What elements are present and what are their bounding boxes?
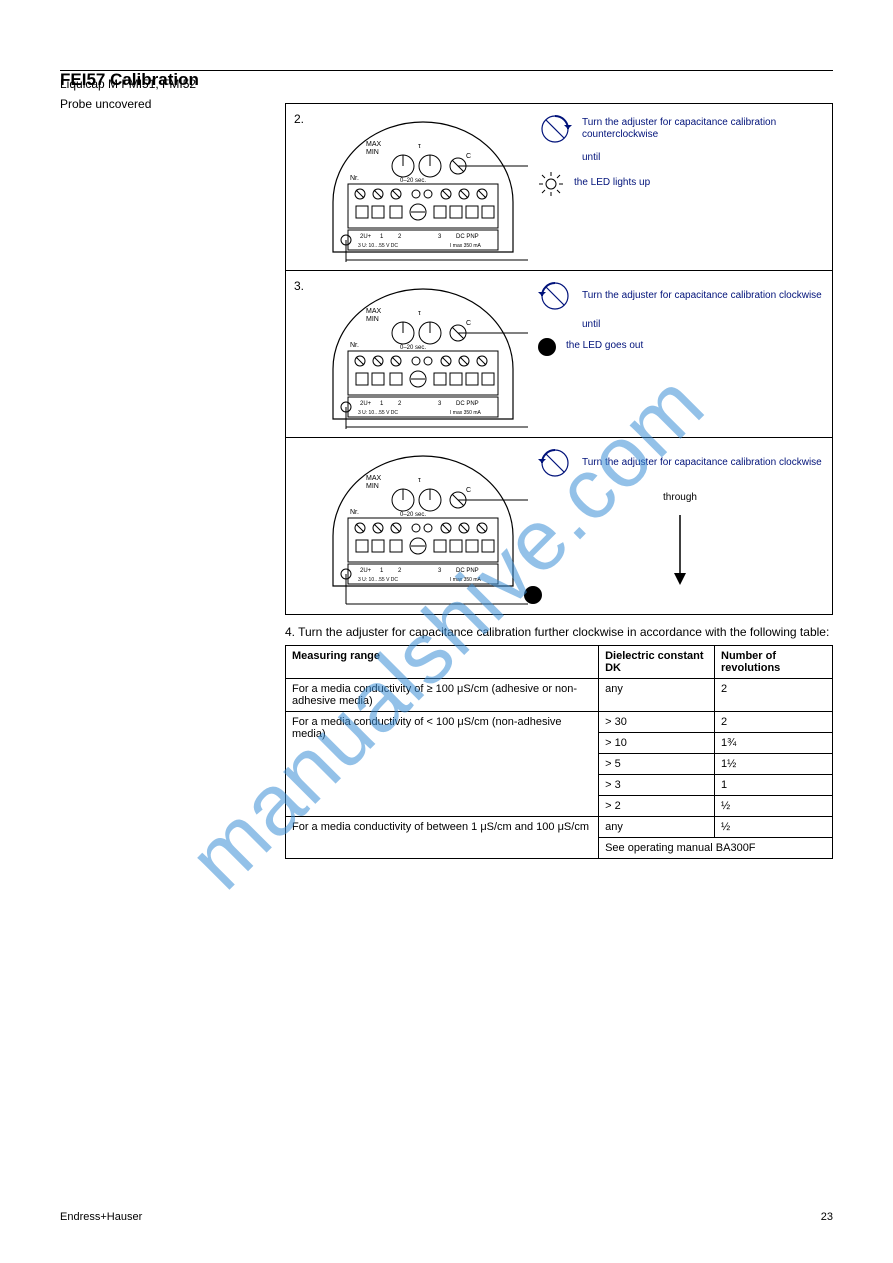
table-cell: ½ bbox=[715, 817, 833, 838]
svg-text:1: 1 bbox=[380, 568, 384, 574]
svg-text:2U+: 2U+ bbox=[360, 401, 372, 407]
svg-text:1: 1 bbox=[380, 234, 384, 240]
rotate-ccw-icon bbox=[538, 112, 572, 146]
rotate-cw-icon bbox=[538, 279, 572, 313]
table-cell: 1½ bbox=[715, 754, 833, 775]
table-cell: any bbox=[599, 817, 715, 838]
svg-text:τ: τ bbox=[418, 143, 421, 150]
svg-text:I max 350 mA: I max 350 mA bbox=[450, 243, 482, 249]
svg-text:2: 2 bbox=[398, 234, 402, 240]
table-cell: 1¾ bbox=[715, 733, 833, 754]
svg-text:τ: τ bbox=[418, 477, 421, 484]
device-diagram: MIN MAX τ 0–20 sec. C Nr. 2U+ 1 2 3 DC P… bbox=[318, 112, 528, 262]
steps-panel: 2. bbox=[285, 103, 833, 615]
footer-left: Endress+Hauser bbox=[60, 1211, 142, 1223]
step-3-instruction: Turn the adjuster for capacitance calibr… bbox=[582, 290, 822, 303]
calibration-table: Measuring range Dielectric constant DK N… bbox=[285, 645, 833, 859]
table-cell: 2 bbox=[715, 679, 833, 712]
arrow-down-icon bbox=[670, 515, 690, 585]
step-2-until: until bbox=[582, 152, 600, 165]
svg-text:3 U: 10…55 V DC: 3 U: 10…55 V DC bbox=[358, 410, 398, 416]
step-2-led: the LED lights up bbox=[574, 177, 650, 190]
svg-text:0–20 sec.: 0–20 sec. bbox=[400, 345, 426, 351]
svg-text:2U+: 2U+ bbox=[360, 234, 372, 240]
svg-text:3: 3 bbox=[438, 401, 442, 407]
table-cell: 1 bbox=[715, 775, 833, 796]
svg-text:τ: τ bbox=[418, 310, 421, 317]
svg-text:MAX: MAX bbox=[366, 475, 382, 482]
svg-text:0–20 sec.: 0–20 sec. bbox=[400, 178, 426, 184]
step-3-num: 3. bbox=[294, 279, 308, 293]
svg-text:Nr.: Nr. bbox=[350, 509, 359, 516]
svg-text:C: C bbox=[466, 153, 471, 160]
svg-text:3 U: 10…55 V DC: 3 U: 10…55 V DC bbox=[358, 577, 398, 583]
step-4-through: through bbox=[663, 492, 697, 505]
svg-text:MIN: MIN bbox=[366, 316, 379, 323]
led-on-icon bbox=[538, 171, 564, 197]
step-3-led: the LED goes out bbox=[566, 340, 643, 353]
svg-text:2: 2 bbox=[398, 401, 402, 407]
svg-text:C: C bbox=[466, 320, 471, 327]
table-cell: > 5 bbox=[599, 754, 715, 775]
svg-text:1: 1 bbox=[380, 401, 384, 407]
svg-text:0–20 sec.: 0–20 sec. bbox=[400, 512, 426, 518]
footer-page-number: 23 bbox=[821, 1211, 833, 1223]
table-cell: > 10 bbox=[599, 733, 715, 754]
step-2-num: 2. bbox=[294, 112, 308, 126]
table-cell: For a media conductivity of < 100 μS/cm … bbox=[286, 712, 599, 817]
svg-text:3: 3 bbox=[438, 234, 442, 240]
table-cell: > 2 bbox=[599, 796, 715, 817]
table-cell: ½ bbox=[715, 796, 833, 817]
step-4-instruction: Turn the adjuster for capacitance calibr… bbox=[582, 457, 822, 470]
table-cell: 2 bbox=[715, 712, 833, 733]
svg-text:MAX: MAX bbox=[366, 308, 382, 315]
svg-text:3: 3 bbox=[438, 568, 442, 574]
svg-text:MAX: MAX bbox=[366, 141, 382, 148]
led-off-icon bbox=[524, 586, 542, 604]
table-cell: any bbox=[599, 679, 715, 712]
step-2-instruction: Turn the adjuster for capacitance calibr… bbox=[582, 117, 822, 142]
led-off-icon bbox=[538, 338, 556, 356]
step-2: 2. bbox=[286, 104, 832, 271]
svg-text:3 U: 10…55 V DC: 3 U: 10…55 V DC bbox=[358, 243, 398, 249]
svg-text:DC PNP: DC PNP bbox=[456, 401, 479, 407]
svg-text:I max 350 mA: I max 350 mA bbox=[450, 410, 482, 416]
device-diagram: MINMAX τ 0–20 sec. C Nr. 2U+ 1 2 3 DC PNP 3 U… bbox=[318, 279, 528, 429]
section-title: FEI57 Calibration bbox=[60, 70, 280, 90]
svg-text:MIN: MIN bbox=[366, 149, 379, 156]
device-diagram: MINMAX τ 0–20 sec. C Nr. 2U+ 1 2 3 DC PNP 3 U… bbox=[318, 446, 528, 606]
step-4-diagram: MINMAX τ 0–20 sec. C Nr. 2U+ 1 2 3 DC PNP 3 U… bbox=[286, 438, 832, 614]
svg-text:2U+: 2U+ bbox=[360, 568, 372, 574]
svg-text:Nr.: Nr. bbox=[350, 175, 359, 182]
step-3-until: until bbox=[582, 319, 600, 332]
table-header-measuring-range: Measuring range bbox=[286, 646, 599, 679]
rotate-cw-icon bbox=[538, 446, 572, 480]
svg-text:MIN: MIN bbox=[366, 483, 379, 490]
step-4-caption: 4. Turn the adjuster for capacitance cal… bbox=[285, 625, 833, 639]
svg-text:Nr.: Nr. bbox=[350, 342, 359, 349]
svg-text:DC PNP: DC PNP bbox=[456, 568, 479, 574]
page-footer: Endress+Hauser 23 bbox=[60, 1211, 833, 1223]
svg-text:C: C bbox=[466, 487, 471, 494]
table-cell: > 3 bbox=[599, 775, 715, 796]
probe-uncovered-label: Probe uncovered bbox=[60, 96, 280, 113]
table-header-dk: Dielectric constant DK bbox=[599, 646, 715, 679]
table-cell: See operating manual BA300F bbox=[599, 838, 833, 859]
table-cell: For a media conductivity of ≥ 100 μS/cm … bbox=[286, 679, 599, 712]
table-cell: > 30 bbox=[599, 712, 715, 733]
svg-text:I max 350 mA: I max 350 mA bbox=[450, 577, 482, 583]
step-3: 3. bbox=[286, 271, 832, 438]
svg-text:DC PNP: DC PNP bbox=[456, 234, 479, 240]
table-cell: For a media conductivity of between 1 μS… bbox=[286, 817, 599, 859]
table-header-turns: Number of revolutions bbox=[715, 646, 833, 679]
svg-text:2: 2 bbox=[398, 568, 402, 574]
